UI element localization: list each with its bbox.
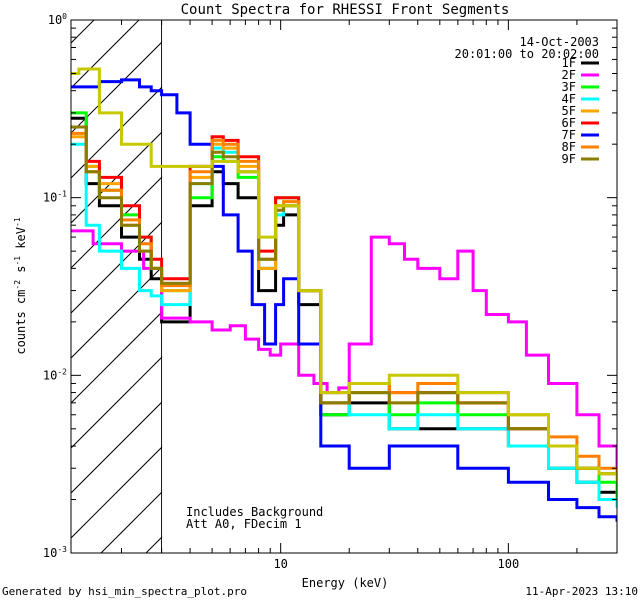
series-line-8f xyxy=(71,131,617,474)
legend-label: 9F xyxy=(562,152,576,166)
note-background: Includes Background xyxy=(186,505,323,519)
series-line-1f xyxy=(71,116,617,500)
header-time-range: 20:01:00 to 20:02:00 xyxy=(455,47,600,61)
legend-label: 4F xyxy=(562,92,576,106)
y-tick-label: 10-1 xyxy=(43,190,67,205)
legend-label: 5F xyxy=(562,104,576,118)
hatch-line xyxy=(71,266,163,359)
series-line-7f xyxy=(71,78,617,522)
legend-label: 1F xyxy=(562,56,576,70)
series-line-9f xyxy=(71,125,617,483)
hatch-line xyxy=(71,221,163,314)
hatch-line xyxy=(71,176,163,269)
series-line-5f xyxy=(71,135,617,483)
y-tick-label: 10-3 xyxy=(43,545,67,560)
hatch-line xyxy=(0,0,76,553)
header-date: 14-Oct-2003 xyxy=(520,35,599,49)
x-axis-label: Energy (keV) xyxy=(302,576,389,590)
series-line-2f xyxy=(71,229,617,469)
excluded-energy-region xyxy=(0,0,640,553)
series-line-extra xyxy=(71,67,617,483)
hatch-line xyxy=(71,401,163,494)
x-tick-label: 100 xyxy=(498,557,520,571)
chart-title: Count Spectra for RHESSI Front Segments xyxy=(181,2,510,18)
series-line-4f xyxy=(71,142,617,508)
x-tick-label: 10 xyxy=(273,557,287,571)
note-attenuator: Att A0, FDecim 1 xyxy=(186,517,302,531)
legend-label: 3F xyxy=(562,80,576,94)
series-lines xyxy=(71,67,617,522)
legend-label: 7F xyxy=(562,128,576,142)
hatch-line xyxy=(236,0,640,553)
hatch-line xyxy=(71,356,163,449)
hatch-line xyxy=(71,41,163,134)
y-tick-label: 10-2 xyxy=(43,367,67,382)
hatch-line xyxy=(71,446,163,539)
hatch-line xyxy=(71,311,163,404)
legend-label: 8F xyxy=(562,140,576,154)
legend-label: 2F xyxy=(562,68,576,82)
footer-timestamp: 11-Apr-2023 13:10 xyxy=(525,585,638,598)
y-tick-label: 100 xyxy=(48,12,67,27)
series-line-3f xyxy=(71,111,617,500)
y-axis-label: counts cm-2 s-1 keV-1 xyxy=(13,217,28,354)
plot-frame xyxy=(70,19,618,554)
legend-label: 6F xyxy=(562,116,576,130)
axes: 10 100 10-3 10-2 10-1 100 xyxy=(43,12,618,571)
footer-generated-by: Generated by hsi_min_spectra_plot.pro xyxy=(2,585,247,598)
hatch-line xyxy=(71,86,163,179)
